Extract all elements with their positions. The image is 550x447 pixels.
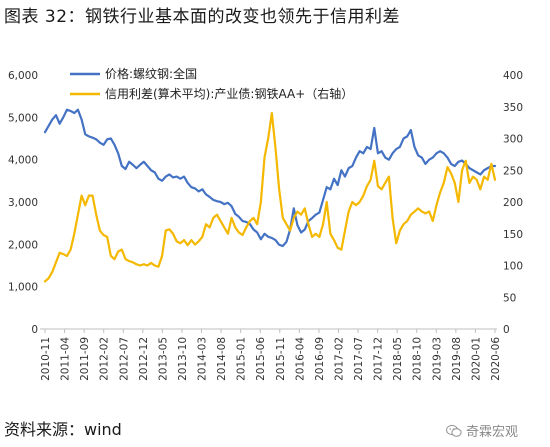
x-axis-tick-label: 2013-10	[177, 337, 189, 381]
x-axis-tick-label: 2012-02	[99, 337, 111, 381]
x-axis-tick-label: 2011-04	[60, 337, 72, 381]
left-axis-tick-label: 2,000	[8, 239, 38, 251]
x-axis-tick-label: 2013-05	[157, 337, 169, 381]
wechat-icon	[446, 424, 462, 437]
series-line-price	[43, 108, 497, 248]
legend-item-price: 价格:螺纹钢:全国	[70, 66, 197, 81]
x-axis-tick-label: 2020-01	[470, 337, 482, 381]
left-axis-tick-label: 0	[31, 324, 38, 336]
x-axis-tick-label: 2018-10	[412, 337, 424, 381]
left-axis-tick-label: 1,000	[8, 282, 38, 294]
right-axis-tick-label: 350	[503, 102, 523, 114]
right-axis-tick-label: 200	[503, 197, 523, 209]
series-line-spread	[43, 111, 497, 283]
legend-label-price: 价格:螺纹钢:全国	[105, 66, 197, 81]
x-axis-tick-label: 2017-07	[353, 337, 365, 381]
x-axis-tick-label: 2019-08	[451, 337, 463, 381]
right-axis-tick-label: 100	[503, 261, 523, 273]
x-axis-tick-label: 2010-11	[40, 337, 52, 381]
legend-item-spread: 信用利差(算术平均):产业债:钢铁AA+（右轴）	[70, 86, 353, 101]
dual-axis-line-chart: 0 1,000 2,000 3,000 4,000 5,000 6,000 0 50 100 15…	[8, 66, 523, 381]
legend-label-spread: 信用利差(算术平均):产业债:钢铁AA+（右轴）	[105, 86, 353, 101]
x-axis-tick-label: 2014-08	[216, 337, 228, 381]
x-axis-tick-label: 2012-07	[118, 337, 130, 381]
x-axis-tick-label: 2018-05	[392, 337, 404, 381]
right-axis-tick-label: 250	[503, 165, 523, 177]
source-note: 资料来源：wind	[4, 420, 122, 439]
x-axis-tick-label: 2017-02	[333, 337, 345, 381]
x-axis-tick-label: 2017-12	[373, 337, 385, 381]
left-axis-tick-label: 6,000	[8, 70, 38, 82]
x-axis-tick-label: 2014-03	[197, 337, 209, 381]
x-axis-tick-label: 2016-04	[294, 337, 306, 381]
legend: 价格:螺纹钢:全国 信用利差(算术平均):产业债:钢铁AA+（右轴）	[70, 66, 353, 101]
figure-title: 图表 32：钢铁行业基本面的改变也领先于信用利差	[4, 7, 401, 27]
left-axis-tick-label: 4,000	[8, 155, 38, 167]
x-axis-tick-label: 2016-09	[314, 337, 326, 381]
right-axis-tick-label: 150	[503, 229, 523, 241]
watermark-text: 奇霖宏观	[466, 425, 519, 440]
x-axis-tick-label: 2019-03	[431, 337, 443, 381]
x-axis-tick-label: 2015-01	[236, 337, 248, 381]
x-axis-tick-label: 2011-09	[79, 337, 91, 381]
x-axis-tick-label: 2012-12	[138, 337, 150, 381]
left-axis-ticks: 0 1,000 2,000 3,000 4,000 5,000 6,000	[8, 70, 38, 336]
x-axis-tick-label: 2015-11	[275, 337, 287, 381]
x-axis-ticks: 2010-11 2011-04 2011-09 2012-02 2012-07 2012-…	[40, 329, 502, 381]
watermark: 奇霖宏观	[446, 421, 518, 440]
right-axis-tick-label: 300	[503, 134, 523, 146]
right-axis-tick-label: 0	[503, 324, 510, 336]
left-axis-tick-label: 3,000	[8, 197, 38, 209]
left-axis-tick-label: 5,000	[8, 112, 38, 124]
right-axis-tick-label: 400	[503, 70, 523, 82]
right-axis-tick-label: 50	[503, 292, 516, 304]
x-axis-tick-label: 2020-06	[490, 337, 502, 381]
x-axis-tick-label: 2015-06	[255, 337, 267, 381]
series-layer	[43, 108, 497, 283]
right-axis-ticks: 0 50 100 150 200 250 300 350 400	[503, 70, 523, 336]
